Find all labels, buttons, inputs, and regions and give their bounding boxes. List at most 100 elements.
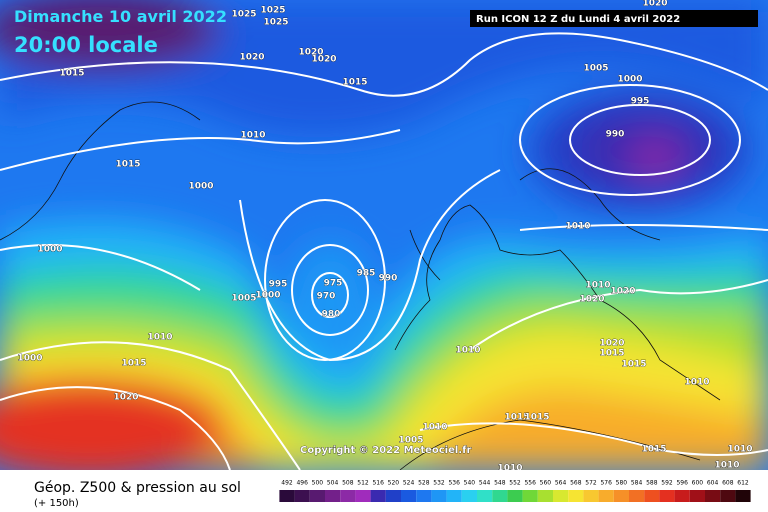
isobar-label: 995: [631, 97, 650, 107]
isobar-label: 1010: [240, 131, 265, 141]
legend-label: 592: [661, 480, 673, 487]
legend-label: 600: [692, 480, 704, 487]
date: Dimanche 10 avril 2022: [14, 7, 227, 26]
legend-label: 556: [524, 480, 536, 487]
isobar-label: 1000: [617, 75, 642, 85]
isobar-label: 985: [357, 269, 376, 279]
legend-label: 576: [600, 480, 612, 487]
legend-label: 524: [403, 480, 415, 487]
isobar-label: 1000: [255, 291, 280, 301]
legend-swatch: [325, 490, 341, 502]
isobar-label: 1010: [727, 445, 752, 455]
legend-label: 516: [372, 480, 384, 487]
legend-label: 528: [418, 480, 430, 487]
legend-label: 496: [296, 480, 308, 487]
isobar-label: 1010: [714, 461, 739, 471]
isobar-label: 1015: [121, 359, 146, 369]
legend-swatch: [401, 490, 417, 502]
legend-swatch: [720, 490, 736, 502]
isobar-label: 1025: [263, 18, 288, 28]
legend-label: 508: [342, 480, 354, 487]
isobar-label: 1020: [113, 393, 138, 403]
legend-swatch: [735, 490, 751, 502]
isobar-label: 1020: [599, 339, 624, 349]
isobar-label: 1020: [311, 55, 336, 65]
isobar-label: 1015: [599, 349, 624, 359]
run-info: Run ICON 12 Z du Lundi 4 avril 2022: [476, 14, 680, 25]
isobar-label: 1010: [147, 333, 172, 343]
legend-label: 544: [479, 480, 491, 487]
isobar-label: 1020: [239, 53, 264, 63]
legend-label: 584: [631, 480, 643, 487]
legend-swatch: [659, 490, 675, 502]
coastlines: [0, 101, 721, 471]
isobar-label: 1020: [610, 287, 635, 297]
legend-swatch: [385, 490, 401, 502]
isobar-label: 1000: [37, 245, 62, 255]
legend-swatch: [370, 490, 386, 502]
isobar-label: 990: [379, 274, 398, 284]
legend-label: 532: [433, 480, 445, 487]
legend-swatch: [279, 490, 295, 502]
isobars: [0, 32, 768, 471]
legend-label: 608: [722, 480, 734, 487]
isobar-label: 995: [269, 280, 288, 290]
isobar-label: 1015: [621, 360, 646, 370]
legend-label: 548: [494, 480, 506, 487]
time: 20:00 locale: [14, 33, 158, 57]
legend-label: 568: [570, 480, 582, 487]
isobar-label: 1025: [231, 10, 256, 20]
legend-swatch: [629, 490, 645, 502]
legend-swatch: [309, 490, 325, 502]
legend-label: 520: [388, 480, 400, 487]
legend-label: 612: [737, 480, 749, 487]
copyright: Copyright © 2022 Meteociel.fr: [300, 445, 471, 456]
footer-title: Géop. Z500 & pression au sol: [34, 480, 241, 496]
legend-label: 512: [357, 480, 369, 487]
legend-swatch: [355, 490, 371, 502]
legend-label: 552: [509, 480, 521, 487]
isobar-label: 1010: [422, 423, 447, 433]
isobar-label: 975: [324, 279, 343, 289]
legend-swatch: [461, 490, 477, 502]
color-legend: 492 496 500 504 508 512 516 520 524 528 532 536 540 5…: [279, 480, 751, 502]
legend-swatch: [416, 490, 432, 502]
isobar-label: 1005: [583, 64, 608, 74]
isobar-label: 1005: [398, 436, 423, 446]
isobar-label: 1000: [17, 354, 42, 364]
legend-swatch: [446, 490, 462, 502]
legend-swatch: [340, 490, 356, 502]
legend-swatch: [492, 490, 508, 502]
legend-label: 580: [616, 480, 628, 487]
legend-label: 540: [464, 480, 476, 487]
isobar-label: 1015: [524, 413, 549, 423]
legend-label: 588: [646, 480, 658, 487]
legend-swatch: [522, 490, 538, 502]
legend-swatch: [644, 490, 660, 502]
legend-label: 596: [676, 480, 688, 487]
isobar-label: 1010: [684, 378, 709, 388]
run-banner: [470, 10, 758, 27]
legend-label: 504: [327, 480, 339, 487]
legend-label: 560: [540, 480, 552, 487]
legend-swatch: [568, 490, 584, 502]
legend-swatch: [537, 490, 553, 502]
legend-swatch: [477, 490, 493, 502]
legend-swatch: [294, 490, 310, 502]
legend-swatch: [674, 490, 690, 502]
legend-swatch: [553, 490, 569, 502]
isobar-label: 1010: [497, 464, 522, 474]
isobar-label: 1015: [504, 413, 529, 423]
isobar-label: 1005: [231, 294, 256, 304]
legend-swatch: [431, 490, 447, 502]
legend-swatch: [507, 490, 523, 502]
isobar-label: 1010: [585, 281, 610, 291]
isobar-label: 1000: [188, 182, 213, 192]
isobar-label: 1025: [260, 6, 285, 16]
z500-field: [0, 0, 768, 480]
footer-subtitle: (+ 150h): [34, 498, 79, 509]
legend-swatch: [613, 490, 629, 502]
isobar-label: 970: [317, 292, 336, 302]
legend-label: 492: [281, 480, 293, 487]
